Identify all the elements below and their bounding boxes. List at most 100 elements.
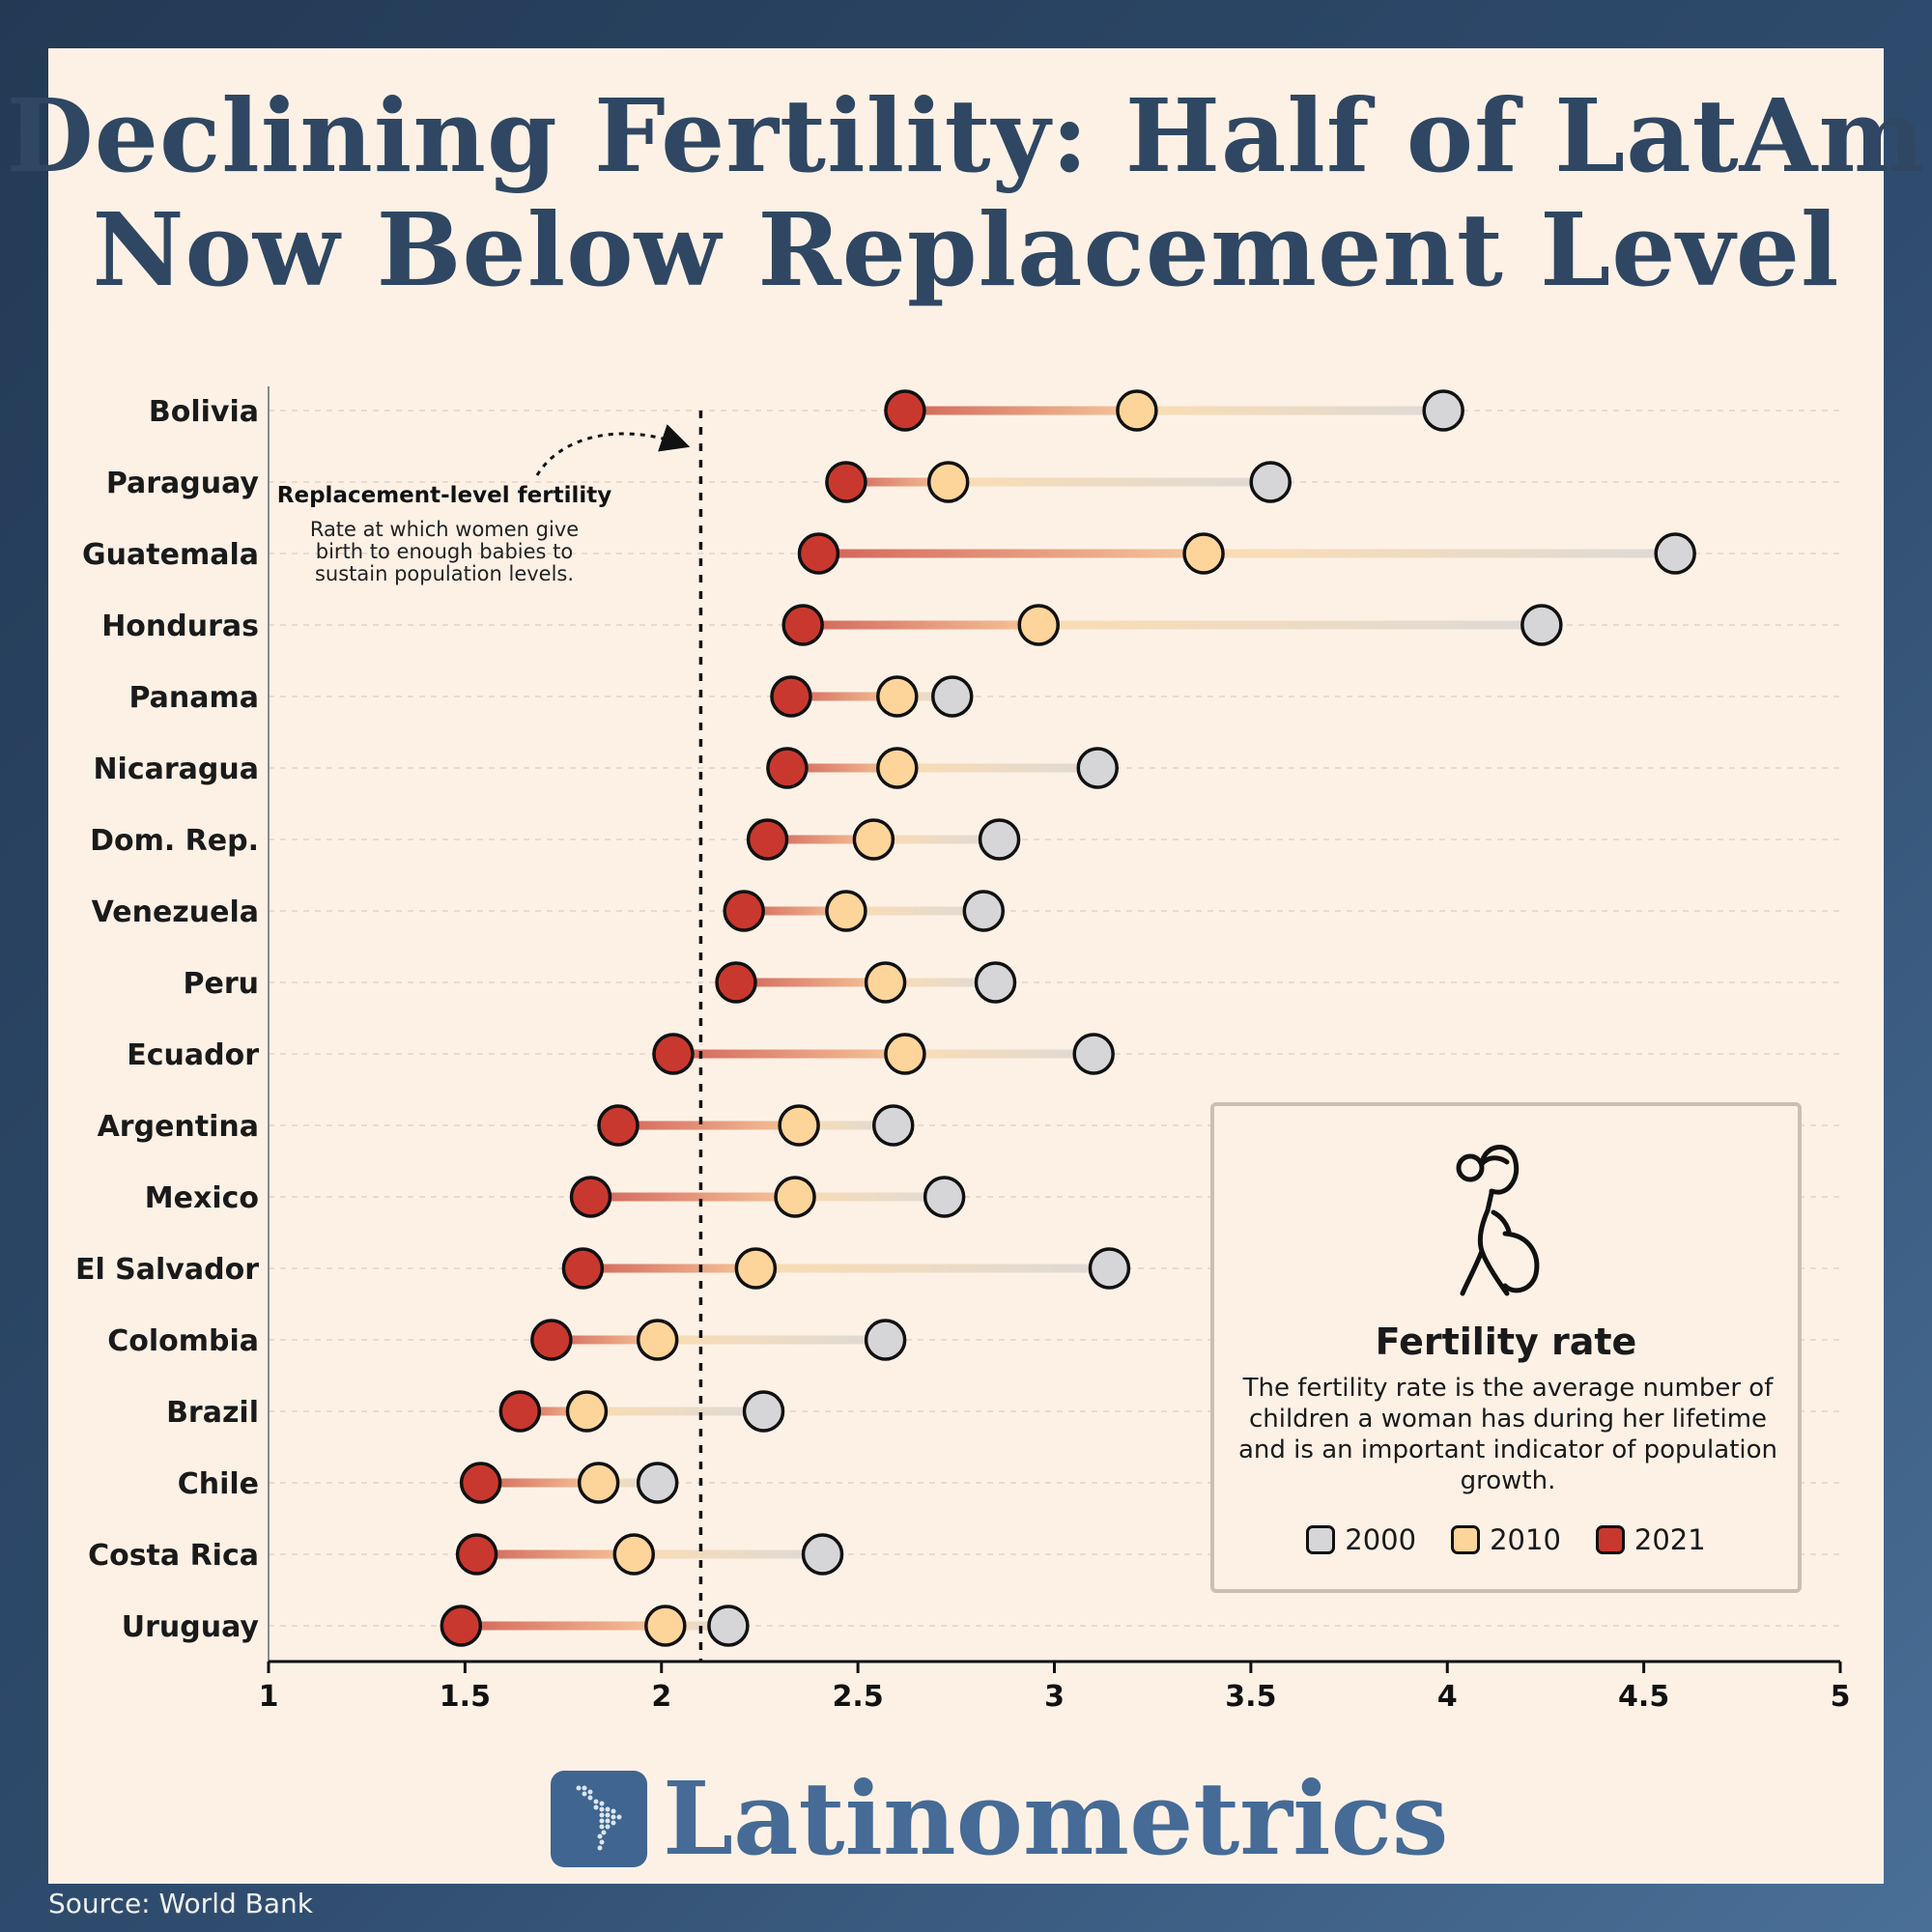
dot-2010	[778, 1104, 820, 1147]
country-label: Venezuela	[92, 895, 259, 929]
dot-2021	[766, 747, 809, 789]
legend-swatch-2000	[1306, 1525, 1336, 1554]
x-tick-label: 1.5	[440, 1680, 491, 1714]
source-note: Source: World Bank	[48, 1888, 313, 1919]
annotation-arrow	[535, 424, 691, 476]
title-line-2: Now Below Replacement Level	[92, 190, 1840, 309]
dot-2010	[734, 1247, 778, 1290]
brand: Latinometrics	[551, 1766, 1448, 1872]
legend: 2000 2010 2021	[1214, 1523, 1798, 1556]
latin-america-map-icon	[551, 1771, 647, 1867]
dot-2000	[1072, 1033, 1115, 1075]
dot-2010	[565, 1390, 609, 1433]
dot-2021	[455, 1533, 498, 1576]
dot-2010	[1116, 389, 1158, 432]
dot-2010	[825, 890, 867, 932]
country-label: El Salvador	[75, 1253, 259, 1287]
legend-label-2010: 2010	[1490, 1523, 1561, 1556]
x-tick-label: 3.5	[1225, 1680, 1276, 1714]
pregnant-woman-icon	[1456, 1145, 1540, 1296]
dot-2000	[1422, 389, 1464, 432]
country-label: Brazil	[166, 1396, 259, 1430]
x-tick-label: 3	[1044, 1680, 1065, 1714]
info-title: Fertility rate	[1375, 1321, 1637, 1363]
dot-2000	[1076, 747, 1119, 789]
x-tick-label: 2.5	[833, 1680, 884, 1714]
dot-2021	[498, 1390, 542, 1433]
dot-2000	[978, 818, 1021, 861]
x-tick-label: 4	[1437, 1680, 1458, 1714]
country-label: Paraguay	[106, 467, 260, 500]
annotation-line: sustain population levels.	[315, 562, 574, 585]
dot-2021	[569, 1176, 612, 1218]
dot-2010	[926, 461, 970, 503]
page-title: Declining Fertility: Half of LatAm Now B…	[0, 79, 1932, 307]
legend-swatch-2021	[1595, 1525, 1625, 1554]
dot-2010	[774, 1176, 816, 1218]
x-tick-label: 2	[651, 1680, 671, 1714]
dot-2000	[1249, 461, 1292, 503]
country-label: Ecuador	[127, 1038, 259, 1072]
dot-2000	[962, 890, 1006, 932]
country-label: Uruguay	[122, 1610, 260, 1644]
dot-2000	[1654, 532, 1696, 575]
dot-2010	[864, 961, 907, 1004]
x-tick-label: 5	[1831, 1680, 1851, 1714]
dot-2021	[781, 604, 824, 646]
dot-2010	[577, 1462, 620, 1504]
country-label: Nicaragua	[93, 753, 259, 786]
country-label: Costa Rica	[88, 1539, 259, 1573]
legend-item-2010: 2010	[1451, 1523, 1561, 1556]
dot-2010	[852, 818, 895, 861]
dot-2021	[770, 675, 812, 718]
dot-2000	[707, 1605, 750, 1647]
annotation-line: Rate at which women give	[310, 518, 579, 541]
dot-2021	[652, 1033, 695, 1075]
brand-name: Latinometrics	[663, 1759, 1449, 1878]
title-line-1: Declining Fertility: Half of LatAm	[6, 76, 1926, 195]
dot-2010	[1017, 604, 1060, 646]
dot-2021	[825, 461, 867, 503]
dot-2000	[801, 1533, 844, 1576]
dot-2000	[636, 1462, 679, 1504]
annotation-line: birth to enough babies to	[316, 540, 573, 563]
dot-2010	[876, 675, 919, 718]
dot-2000	[1088, 1247, 1131, 1290]
country-label: Peru	[184, 967, 260, 1001]
x-tick-label: 4.5	[1618, 1680, 1669, 1714]
info-description: The fertility rate is the average number…	[1238, 1374, 1777, 1495]
dot-2000	[1520, 604, 1563, 646]
dot-2010	[636, 1319, 679, 1361]
x-tick-label: 1	[259, 1680, 279, 1714]
dot-2021	[597, 1104, 639, 1147]
annotation-title: Replacement-level fertility	[277, 483, 611, 508]
country-label: Chile	[178, 1467, 259, 1501]
dot-2010	[644, 1605, 687, 1647]
country-label: Argentina	[98, 1110, 259, 1144]
legend-label-2000: 2000	[1345, 1523, 1417, 1556]
dot-2021	[723, 890, 765, 932]
dot-2021	[530, 1319, 573, 1361]
country-label: Colombia	[107, 1324, 259, 1358]
dot-2021	[715, 961, 757, 1004]
dot-2021	[797, 532, 840, 575]
dot-2000	[923, 1176, 966, 1218]
dot-2010	[876, 747, 919, 789]
legend-item-2021: 2021	[1595, 1523, 1706, 1556]
dot-2021	[440, 1605, 483, 1647]
dot-2000	[871, 1104, 915, 1147]
dot-2000	[864, 1319, 907, 1361]
legend-item-2000: 2000	[1306, 1523, 1416, 1556]
legend-swatch-2010	[1451, 1525, 1481, 1554]
country-label: Honduras	[101, 610, 259, 643]
dot-2021	[746, 818, 789, 861]
dot-2000	[742, 1390, 785, 1433]
country-label: Mexico	[145, 1181, 259, 1215]
dot-2010	[612, 1533, 656, 1576]
country-label: Panama	[128, 681, 259, 715]
dot-2000	[974, 961, 1017, 1004]
country-label: Guatemala	[82, 538, 259, 572]
dot-2010	[1182, 532, 1225, 575]
fertility-info-box: Fertility rate The fertility rate is the…	[1210, 1102, 1802, 1593]
